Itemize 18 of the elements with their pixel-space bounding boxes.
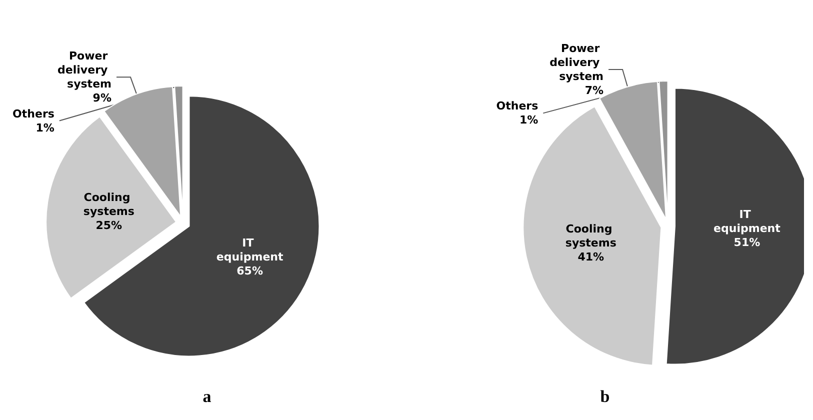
slice-label: Others	[12, 107, 55, 120]
slice-label: Power delivery system	[58, 50, 112, 91]
data-label: 9%	[92, 92, 112, 105]
data-label: 51%	[734, 236, 760, 249]
slice-label: Cooling systems	[83, 190, 135, 218]
slice-label: Cooling systems	[565, 222, 617, 250]
data-label: 41%	[578, 250, 604, 264]
slice-label: IT equipment	[216, 236, 284, 264]
text: a	[202, 387, 212, 406]
slice-label: IT equipment	[714, 208, 780, 235]
text: b	[600, 387, 610, 406]
slice-label: Others	[496, 100, 539, 113]
data-label: 65%	[236, 264, 263, 278]
data-label: 25%	[96, 218, 122, 232]
data-label: 7%	[584, 84, 604, 97]
data-label: 1%	[519, 114, 538, 127]
data-label: 1%	[36, 121, 54, 134]
slice-label: Power delivery system	[550, 42, 604, 83]
